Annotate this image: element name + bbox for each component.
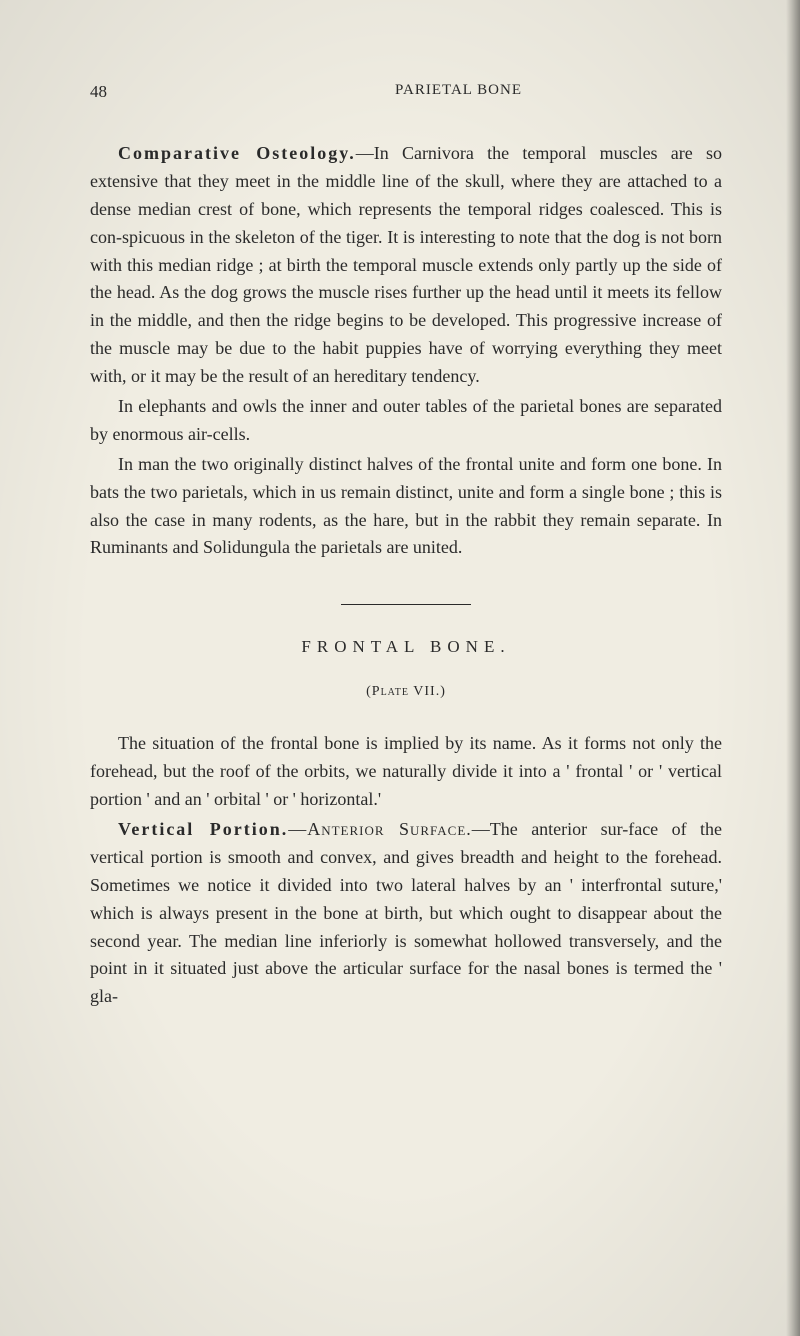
- chapter-title: FRONTAL BONE.: [90, 634, 722, 660]
- para2: In elephants and owls the inner and oute…: [90, 393, 722, 449]
- plate-reference: (Plate VII.): [90, 681, 722, 703]
- page-header: 48 PARIETAL BONE: [90, 82, 722, 102]
- page-edge-shadow: [786, 0, 800, 1336]
- plate-label: (Plate VII.): [366, 684, 446, 699]
- subheading-anterior: —Anterior Surface.: [288, 819, 472, 839]
- section-heading-vertical: Vertical Portion.: [118, 819, 288, 839]
- vertical-portion-para: Vertical Portion.—Anterior Surface.—The …: [90, 816, 722, 1011]
- comparative-osteology-para: Comparative Osteology.—In Carnivora the …: [90, 140, 722, 391]
- page-number: 48: [90, 82, 107, 102]
- page-container: 48 PARIETAL BONE Comparative Osteology.—…: [0, 0, 800, 1073]
- horizontal-rule: [341, 604, 471, 605]
- para2-text: —The anterior sur-face of the vertical p…: [90, 819, 722, 1006]
- para1-text: —In Carnivora the temporal muscles are s…: [90, 143, 722, 386]
- body-text: Comparative Osteology.—In Carnivora the …: [90, 140, 722, 1011]
- running-head: PARIETAL BONE: [395, 82, 522, 102]
- frontal-intro-para: The situation of the frontal bone is imp…: [90, 730, 722, 814]
- section-rule: [90, 586, 722, 614]
- section-heading-comparative: Comparative Osteology.: [118, 143, 356, 163]
- para3: In man the two originally distinct halve…: [90, 451, 722, 563]
